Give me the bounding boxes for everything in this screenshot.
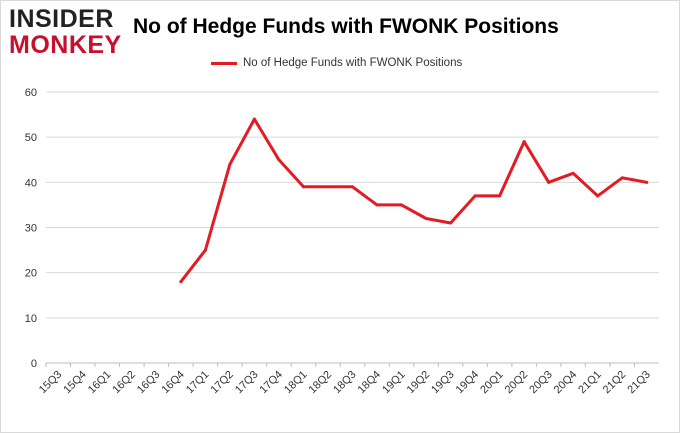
data-point [547,180,551,184]
x-tick-label: 21Q2 [601,369,629,397]
data-point [620,176,624,180]
x-tick-label: 18Q2 [307,369,335,397]
data-point [424,216,428,220]
data-point [179,280,183,284]
x-tick-label: 20Q2 [503,369,531,397]
x-tick-label: 20Q1 [478,369,506,397]
x-axis-ticks: 15Q315Q416Q116Q216Q316Q417Q117Q217Q317Q4… [37,363,653,396]
data-point [473,194,477,198]
x-tick-label: 19Q2 [405,369,433,397]
x-tick-label: 20Q4 [552,369,580,397]
data-point [522,140,526,144]
gridlines [46,91,659,364]
x-tick-label: 17Q3 [233,369,261,397]
chart-title: No of Hedge Funds with FWONK Positions [133,15,559,38]
y-tick-label: 20 [25,268,37,280]
logo-line-2: MONKEY [9,31,122,59]
data-point [203,248,207,252]
x-tick-label: 15Q4 [61,369,89,397]
data-point [596,194,600,198]
x-tick-label: 18Q1 [282,369,310,397]
data-point [228,162,232,166]
x-tick-label: 17Q4 [258,369,286,397]
x-tick-label: 19Q1 [380,369,408,397]
x-tick-label: 20Q3 [527,369,555,397]
x-tick-label: 16Q2 [110,369,138,397]
data-point [400,203,404,207]
x-tick-label: 19Q3 [429,369,457,397]
insider-monkey-logo: INSIDER MONKEY [9,7,129,58]
y-axis-ticks: 0 10 20 30 40 50 60 [25,87,37,370]
x-tick-label: 16Q4 [159,369,187,397]
logo-line-1: INSIDER [9,5,114,33]
x-tick-label: 18Q4 [356,369,384,397]
y-tick-label: 10 [25,313,37,325]
x-tick-label: 21Q3 [625,369,653,397]
data-point [571,171,575,175]
data-point [301,185,305,189]
x-tick-label: 21Q1 [576,369,604,397]
x-tick-label: 17Q1 [184,369,212,397]
x-tick-label: 18Q3 [331,369,359,397]
data-point [498,194,502,198]
series-line [179,117,649,284]
x-tick-label: 15Q3 [37,369,65,397]
legend-label: No of Hedge Funds with FWONK Positions [243,57,463,69]
series-lines [179,117,649,284]
data-point [375,203,379,207]
data-point [351,185,354,189]
data-point [449,221,453,225]
x-tick-label: 19Q4 [454,369,482,397]
legend-swatch [211,61,237,65]
y-tick-label: 50 [25,132,37,144]
y-tick-label: 60 [25,87,37,99]
data-point [645,180,649,184]
y-tick-label: 30 [25,223,37,235]
data-point [252,117,256,121]
x-tick-label: 16Q3 [135,369,163,397]
x-tick-label: 17Q2 [208,369,236,397]
chart-legend: No of Hedge Funds with FWONK Positions [211,57,462,69]
data-point [277,158,281,162]
y-tick-label: 0 [31,358,37,370]
y-tick-label: 40 [25,177,37,189]
x-tick-label: 16Q1 [86,369,114,397]
data-point [326,185,330,189]
